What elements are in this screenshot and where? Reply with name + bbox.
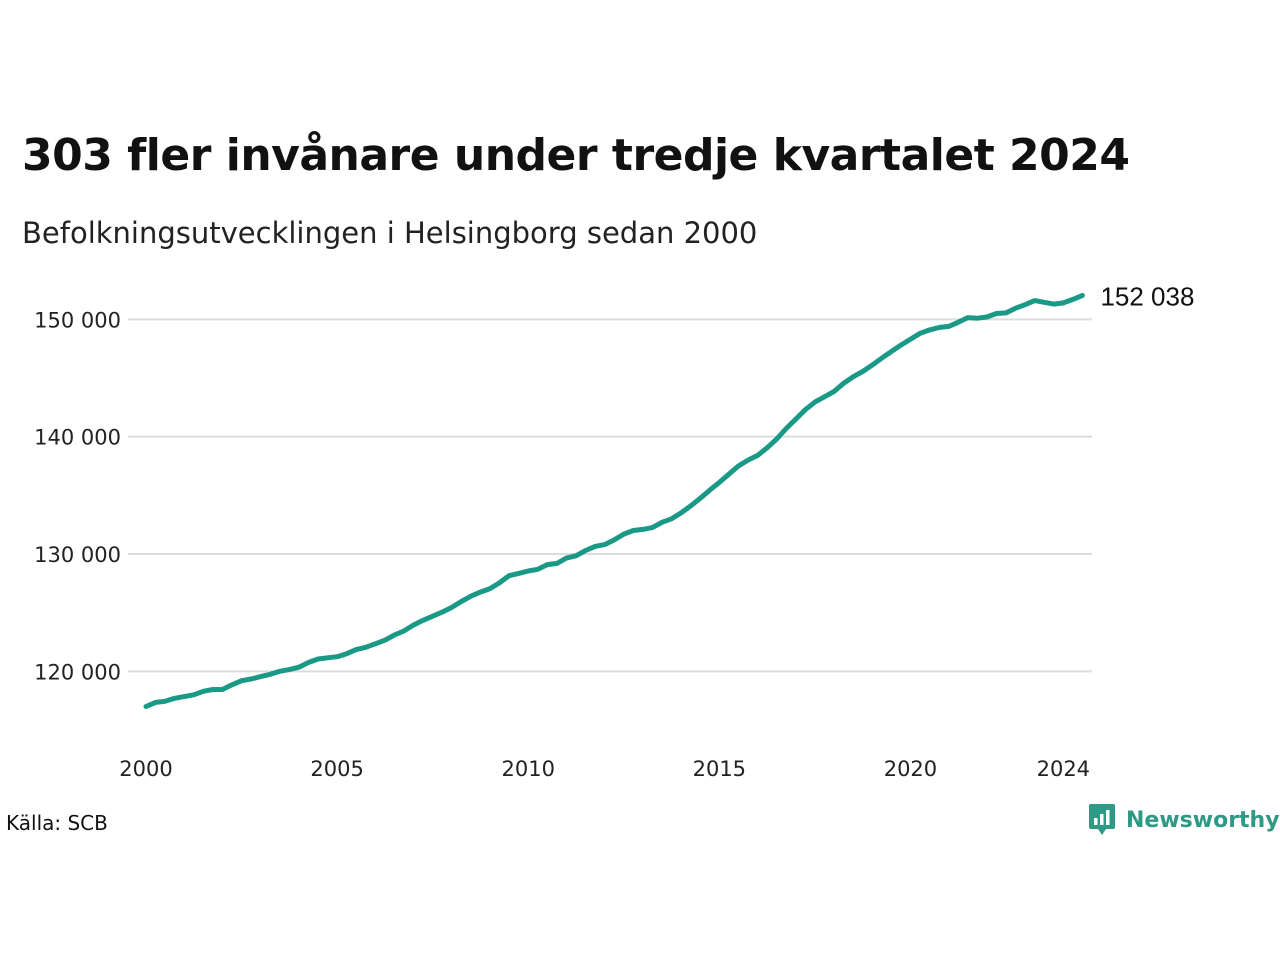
x-tick-label: 2015 (693, 757, 746, 781)
y-tick-label: 140 000 (34, 426, 121, 450)
chart-title: 303 fler invånare under tredje kvartalet… (22, 130, 1130, 181)
brand-name: Newsworthy (1126, 807, 1280, 833)
x-tick-label: 2000 (119, 757, 172, 781)
x-tick-label: 2020 (884, 757, 937, 781)
population-series-line (143, 292, 1085, 709)
y-tick-label: 130 000 (34, 543, 121, 567)
x-tick-label: 2024 (1037, 757, 1090, 781)
y-axis-tick-labels: 120 000 130 000 140 000 150 000 (34, 308, 121, 684)
newsworthy-logo-icon (1089, 804, 1115, 835)
source-note: Källa: SCB (6, 811, 108, 835)
brand-logo: Newsworthy (1088, 803, 1280, 837)
y-tick-label: 150 000 (34, 308, 121, 332)
x-tick-label: 2010 (501, 757, 554, 781)
x-tick-label: 2005 (310, 757, 363, 781)
y-tick-label: 120 000 (34, 660, 121, 684)
gridlines (128, 318, 1092, 673)
x-axis-tick-labels: 2000 2005 2010 2015 2020 2024 (119, 757, 1090, 781)
end-value-label: 152 038 (1100, 281, 1194, 311)
chart-subtitle: Befolkningsutvecklingen i Helsingborg se… (22, 216, 758, 250)
